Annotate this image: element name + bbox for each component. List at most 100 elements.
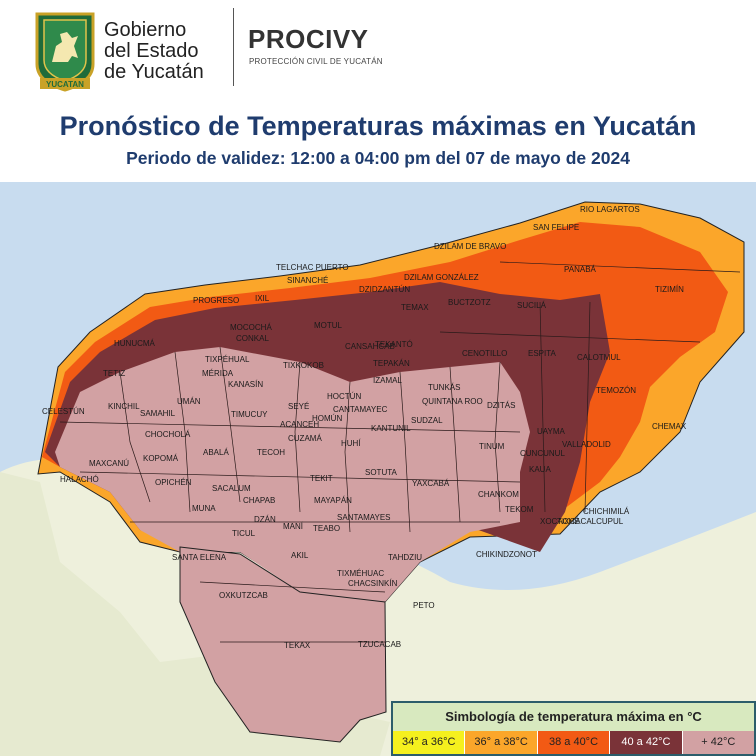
municipality-label: SUCILÁ	[517, 301, 547, 310]
brand-subtitle: PROTECCIÓN CIVIL DE YUCATÁN	[249, 57, 383, 66]
municipality-label: XOCACHÉ	[540, 517, 580, 526]
municipality-label: IXIL	[255, 294, 270, 303]
municipality-label: IZAMAL	[373, 376, 402, 385]
municipality-label: KANTUNIL	[371, 424, 411, 433]
municipality-label: KINCHIL	[108, 402, 140, 411]
shield-caption: YUCATAN	[46, 80, 84, 89]
municipality-label: HUNUCMÁ	[114, 339, 156, 348]
temperature-map: RIO LAGARTOS SAN FELIPE DZILAM DE BRAVO …	[0, 182, 756, 756]
municipality-label: CANTAMAYEC	[333, 405, 388, 414]
temperature-legend: Simbología de temperatura máxima en °C 3…	[391, 701, 756, 756]
municipality-label: HUHÍ	[341, 439, 361, 448]
municipality-label: TEKANTÓ	[375, 340, 413, 349]
municipality-label: TIMUCUY	[231, 410, 268, 419]
municipality-label: BUCTZOTZ	[448, 298, 491, 307]
municipality-label: SANTA ELENA	[172, 553, 227, 562]
municipality-label: TAHDZIU	[388, 553, 422, 562]
municipality-label: MÉRIDA	[202, 369, 234, 378]
municipality-label: TINUM	[479, 442, 505, 451]
municipality-label: MOTUL	[314, 321, 343, 330]
gov-line-3: de Yucatán	[104, 61, 204, 83]
municipality-label: TELCHAC PUERTO	[276, 263, 349, 272]
municipality-label: DZÁN	[254, 515, 276, 524]
municipality-label: MAXCANÚ	[89, 459, 129, 468]
municipality-label: YAXCABÁ	[412, 479, 450, 488]
validity-period: Periodo de validez: 12:00 a 04:00 pm del…	[126, 148, 630, 168]
municipality-label: PROGRESO	[193, 296, 239, 305]
municipality-label: TEPAKÁN	[373, 359, 410, 368]
map-svg: RIO LAGARTOS SAN FELIPE DZILAM DE BRAVO …	[0, 182, 756, 756]
municipality-label: ABALÁ	[203, 448, 229, 457]
municipality-label: CHAPAB	[243, 496, 275, 505]
page-title: Pronóstico de Temperaturas máximas en Yu…	[59, 111, 697, 141]
municipality-label: TEKOM	[505, 505, 534, 514]
municipality-label: SAMAHIL	[140, 409, 176, 418]
municipality-label: ACANCEH	[280, 420, 319, 429]
municipality-label: QUINTANA ROO	[422, 397, 483, 406]
municipality-label: KANASÍN	[228, 380, 263, 389]
yucatan-shield-logo: YUCATAN	[35, 12, 95, 92]
gov-line-2: del Estado	[104, 40, 199, 62]
municipality-label: RIO LAGARTOS	[580, 205, 640, 214]
campeche-land	[0, 472, 390, 756]
municipality-label: ESPITA	[528, 349, 557, 358]
municipality-label: CHANKOM	[478, 490, 519, 499]
municipality-label: HOMÚN	[312, 414, 342, 423]
municipality-label: HOCTÚN	[327, 392, 361, 401]
municipality-label: TEKAX	[284, 641, 311, 650]
municipality-label: SINANCHÉ	[287, 276, 328, 285]
municipality-label: SANTAMAYES	[337, 513, 391, 522]
municipality-label: DZILAM DE BRAVO	[434, 242, 506, 251]
municipal-boundaries	[59, 261, 741, 643]
header: YUCATAN Gobierno del Estado de Yucatán P…	[0, 0, 756, 182]
municipality-label: DZITÁS	[487, 401, 515, 410]
legend-item-36-38: 36° a 38°C	[464, 731, 537, 754]
municipality-label: CHACSINKÍN	[348, 579, 398, 588]
south-extension	[179, 546, 387, 743]
municipality-label: SOTUTA	[365, 468, 398, 477]
municipality-label: PANABÁ	[564, 265, 597, 274]
municipality-label: CALOTMUL	[577, 353, 621, 362]
municipality-label: SAN FELIPE	[533, 223, 579, 232]
municipality-label: CELESTÚN	[42, 407, 85, 416]
municipality-label: SUDZAL	[411, 416, 443, 425]
municipality-label: SEYÉ	[288, 402, 309, 411]
municipality-labels: RIO LAGARTOS SAN FELIPE DZILAM DE BRAVO …	[42, 205, 687, 650]
municipality-label: UAYMA	[537, 427, 566, 436]
brand-name: PROCIVY	[248, 24, 369, 54]
municipality-label: TECOH	[257, 448, 285, 457]
municipality-label: TEMOZÓN	[596, 386, 636, 395]
municipality-label: MUNA	[192, 504, 216, 513]
municipality-label: TZUCACAB	[358, 640, 401, 649]
legend-item-over-42: + 42°C	[681, 731, 755, 754]
municipality-label: TETIZ	[103, 369, 125, 378]
legend-item-34-36: 34° a 36°C	[393, 731, 465, 754]
municipality-label: MANÍ	[283, 522, 304, 531]
municipality-label: SACALUM	[212, 484, 251, 493]
municipality-label: MAYAPÁN	[314, 496, 352, 505]
municipality-label: TIXKOKOB	[283, 361, 324, 370]
municipality-label: TEKIT	[310, 474, 333, 483]
municipality-label: CUNCUNUL	[520, 449, 565, 458]
legend-row: 34° a 36°C 36° a 38°C 38 a 40°C 40 a 42°…	[393, 731, 755, 754]
municipality-label: CANSAHCAB	[345, 342, 395, 351]
municipality-label: CENOTILLO	[462, 349, 507, 358]
zone-over-42	[55, 347, 530, 602]
municipality-label: DZILAM GONZÁLEZ	[404, 273, 479, 282]
legend-item-40-42: 40 a 42°C	[609, 731, 682, 754]
municipality-label: CONKAL	[236, 334, 269, 343]
municipality-label: PETO	[413, 601, 435, 610]
municipality-label: TIXPÉHUAL	[205, 355, 250, 364]
municipality-label: TICUL	[232, 529, 256, 538]
gov-line-1: Gobierno	[104, 19, 187, 41]
municipality-label: TEABO	[313, 524, 340, 533]
municipality-label: CHOCHOLÁ	[145, 430, 191, 439]
municipality-label: UMÁN	[177, 397, 201, 406]
municipality-label: MOCOCHÁ	[230, 323, 272, 332]
header-divider	[233, 8, 234, 86]
municipality-label: OPICHÉN	[155, 478, 192, 487]
municipality-label: TUNKÁS	[428, 383, 460, 392]
municipality-label: TIZIMÍN	[655, 285, 684, 294]
municipality-label: AKIL	[291, 551, 309, 560]
municipality-label: DZIDZANTÚN	[359, 285, 410, 294]
